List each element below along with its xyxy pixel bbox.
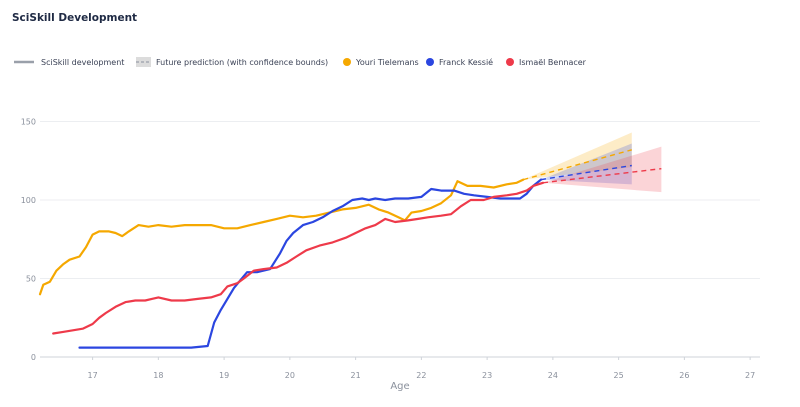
x-tick-label-1: 18 xyxy=(153,371,163,380)
legend-prediction-label: Future prediction (with confidence bound… xyxy=(156,58,328,67)
x-axis-ticks: 17 18 19 20 21 22 23 24 25 26 27 xyxy=(88,357,755,380)
x-tick-label-4: 21 xyxy=(351,371,361,380)
prediction-band-0 xyxy=(523,132,632,180)
x-tick-label-3: 20 xyxy=(285,371,295,380)
legend-series-label-1[interactable]: Franck Kessié xyxy=(439,57,493,67)
x-tick-label-6: 23 xyxy=(482,371,492,380)
legend-series-dot-0[interactable] xyxy=(343,58,351,66)
x-tick-label-5: 22 xyxy=(416,371,426,380)
legend-series-dot-1[interactable] xyxy=(426,58,434,66)
prediction-line-2 xyxy=(542,167,662,184)
y-tick-label-0: 0 xyxy=(31,353,36,362)
legend-series-dot-2[interactable] xyxy=(506,58,514,66)
series-line-0[interactable] xyxy=(38,178,525,296)
x-tick-label-2: 19 xyxy=(219,371,229,380)
y-axis-ticks: 0 50 100 150 xyxy=(21,118,36,362)
gridlines xyxy=(40,121,760,358)
x-tick-label-10: 27 xyxy=(745,371,755,380)
legend: SciSkill development Future prediction (… xyxy=(14,57,587,67)
y-tick-label-3: 150 xyxy=(21,118,36,127)
prediction-line-0 xyxy=(523,149,632,181)
series-lines xyxy=(38,178,545,349)
legend-series-label-0[interactable]: Youri Tielemans xyxy=(355,58,419,67)
x-tick-label-0: 17 xyxy=(88,371,98,380)
y-tick-label-1: 50 xyxy=(26,275,36,284)
y-tick-label-2: 100 xyxy=(21,196,36,205)
x-axis-title: Age xyxy=(390,381,409,392)
legend-series-label-2[interactable]: Ismaël Bennacer xyxy=(519,58,587,67)
series-line-2[interactable] xyxy=(52,181,545,335)
legend-development-label: SciSkill development xyxy=(41,58,124,67)
series-line-1[interactable] xyxy=(78,178,543,349)
prediction-band-1 xyxy=(541,143,632,185)
prediction-lines xyxy=(523,149,662,184)
prediction-line-1 xyxy=(540,164,632,181)
prediction-band-2 xyxy=(543,146,662,193)
chart-title: SciSkill Development xyxy=(12,12,138,24)
x-tick-label-9: 26 xyxy=(679,371,689,380)
x-tick-label-8: 25 xyxy=(614,371,624,380)
prediction-bands xyxy=(523,132,662,193)
x-tick-label-7: 24 xyxy=(548,371,558,380)
